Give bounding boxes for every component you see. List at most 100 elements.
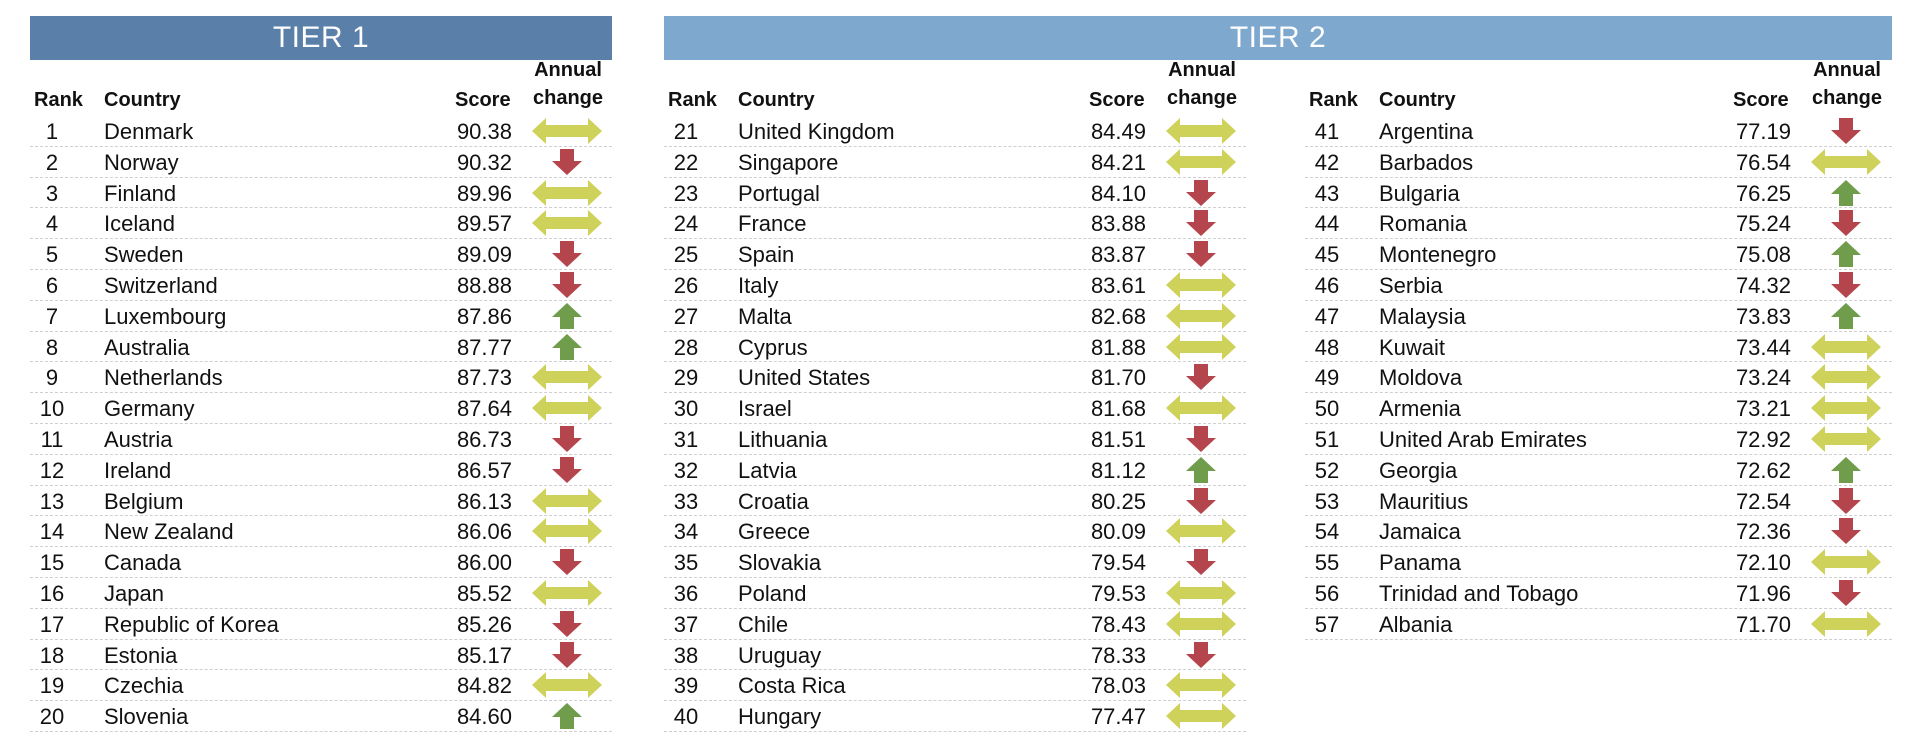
arrow-left-right-icon [1165, 672, 1237, 699]
country-cell: Serbia [1379, 272, 1443, 298]
arrow-down-icon [531, 148, 603, 175]
score-cell: 75.08 [1735, 242, 1791, 268]
rank-cell: 56 [1314, 580, 1340, 606]
arrow-left-right-icon [1165, 302, 1237, 329]
rank-cell: 35 [673, 550, 699, 576]
rank-cell: 31 [673, 426, 699, 452]
table-row: 34 Greece 80.09 [664, 516, 1246, 548]
country-cell: Netherlands [104, 365, 223, 391]
rank-cell: 43 [1314, 180, 1340, 206]
table-row: 8 Australia 87.77 [30, 332, 612, 363]
score-cell: 83.88 [1090, 211, 1146, 237]
rank-header: Rank [668, 89, 717, 111]
country-cell: Croatia [738, 488, 809, 514]
rank-cell: 5 [45, 242, 59, 268]
table-row: 44 Romania 75.24 [1305, 208, 1892, 240]
arrow-left-right-icon [1165, 333, 1237, 360]
country-cell: Denmark [104, 119, 194, 144]
arrow-up-icon [1810, 302, 1882, 329]
country-header: Country [1379, 89, 1456, 111]
rank-cell: 57 [1314, 611, 1340, 637]
rank-cell: 13 [39, 488, 65, 514]
score-cell: 72.92 [1735, 426, 1791, 452]
score-cell: 85.17 [456, 642, 512, 668]
country-cell: Kuwait [1379, 334, 1446, 360]
score-cell: 84.21 [1090, 149, 1146, 175]
table-row: 48 Kuwait 73.44 [1305, 332, 1892, 363]
country-cell: Czechia [104, 673, 184, 699]
arrow-down-icon [531, 549, 603, 576]
table-row: 36 Poland 79.53 [664, 578, 1246, 609]
rank-cell: 55 [1314, 550, 1340, 576]
table-row: 3 Finland 89.96 [30, 178, 612, 209]
rank-cell: 49 [1314, 365, 1340, 391]
country-cell: Italy [738, 272, 779, 298]
score-cell: 73.83 [1735, 303, 1791, 329]
table-row: 54 Jamaica 72.36 [1305, 516, 1892, 548]
score-cell: 87.64 [456, 396, 512, 422]
rank-cell: 30 [673, 396, 699, 422]
arrow-down-icon [1165, 179, 1237, 206]
score-cell: 78.33 [1090, 642, 1146, 668]
score-cell: 84.60 [456, 704, 512, 730]
rank-cell: 47 [1314, 303, 1340, 329]
rank-cell: 29 [673, 365, 699, 391]
arrow-down-icon [1165, 210, 1237, 237]
country-cell: Montenegro [1379, 242, 1497, 268]
country-cell: New Zealand [104, 519, 234, 545]
country-cell: France [738, 211, 807, 237]
rank-cell: 2 [45, 149, 59, 175]
score-cell: 81.12 [1090, 457, 1146, 483]
score-cell: 81.68 [1090, 396, 1146, 422]
score-cell: 89.09 [456, 242, 512, 268]
arrow-left-right-icon [531, 579, 603, 606]
table-row: 31 Lithuania 81.51 [664, 424, 1246, 455]
arrow-left-right-icon [531, 179, 603, 206]
score-cell: 79.53 [1090, 580, 1146, 606]
score-cell: 73.44 [1735, 334, 1791, 360]
rank-cell: 4 [45, 211, 59, 237]
table-row: 55 Panama 72.10 [1305, 547, 1892, 578]
score-cell: 90.32 [456, 149, 512, 175]
table-row: 50 Armenia 73.21 [1305, 393, 1892, 424]
score-cell: 80.25 [1090, 488, 1146, 514]
country-cell: Albania [1379, 611, 1453, 637]
score-cell: 77.47 [1090, 704, 1146, 730]
arrow-up-icon [1810, 456, 1882, 483]
score-cell: 74.32 [1735, 272, 1791, 298]
score-cell: 86.06 [456, 519, 512, 545]
table-row: 46 Serbia 74.32 [1305, 270, 1892, 301]
table-row: 19 Czechia 84.82 [30, 670, 612, 702]
table-row: 17 Republic of Korea 85.26 [30, 609, 612, 640]
table-row: 5 Sweden 89.09 [30, 239, 612, 270]
arrow-left-right-icon [1165, 118, 1237, 144]
country-cell: Spain [738, 242, 795, 268]
rank-cell: 26 [673, 272, 699, 298]
country-cell: Lithuania [738, 426, 828, 452]
country-cell: Poland [738, 580, 807, 606]
country-cell: Barbados [1379, 149, 1474, 175]
score-cell: 85.52 [456, 580, 512, 606]
table-row: 29 United States 81.70 [664, 362, 1246, 394]
table-row: 39 Costa Rica 78.03 [664, 670, 1246, 702]
arrow-left-right-icon [1165, 395, 1237, 422]
country-cell: Jamaica [1379, 519, 1461, 545]
rank-cell: 11 [40, 426, 64, 452]
score-cell: 87.73 [456, 365, 512, 391]
rank-cell: 23 [673, 180, 699, 206]
rank-cell: 54 [1314, 519, 1340, 545]
rank-cell: 3 [45, 180, 59, 206]
arrow-down-icon [1810, 579, 1882, 606]
country-cell: Costa Rica [738, 673, 846, 699]
arrow-left-right-icon [1810, 549, 1882, 576]
score-cell: 81.70 [1090, 365, 1146, 391]
arrow-left-right-icon [531, 395, 603, 422]
arrow-up-icon [531, 302, 603, 329]
rank-cell: 53 [1314, 488, 1340, 514]
table-row: 21 United Kingdom 84.49 [664, 116, 1246, 147]
table-row: 16 Japan 85.52 [30, 578, 612, 609]
table-row: 38 Uruguay 78.33 [664, 640, 1246, 671]
score-cell: 86.57 [456, 457, 512, 483]
country-cell: Estonia [104, 642, 178, 668]
arrow-down-icon [1165, 641, 1237, 668]
